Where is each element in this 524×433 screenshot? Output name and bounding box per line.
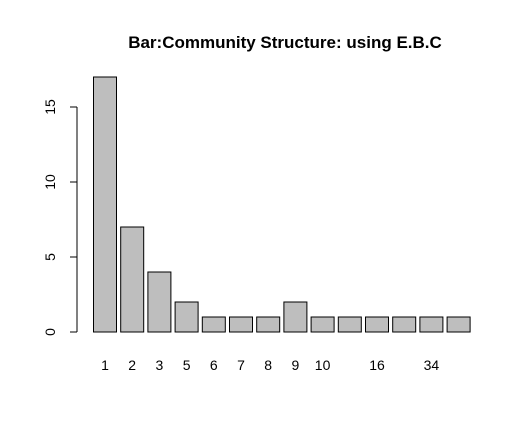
x-tick-label: 34: [424, 357, 440, 373]
x-tick-label: 10: [315, 357, 331, 373]
y-tick-label: 10: [42, 174, 58, 190]
bar: [174, 301, 199, 333]
bar: [310, 316, 335, 333]
y-tick-label: 5: [42, 253, 58, 261]
bar: [201, 316, 226, 333]
y-axis: 0 5 10 15: [42, 99, 78, 336]
x-tick-labels: 1 2 3 5 6 7 8 9 10 16 34: [101, 357, 439, 373]
x-tick-label: 2: [128, 357, 136, 373]
bar: [365, 316, 389, 333]
bar: [120, 226, 145, 333]
bar: [392, 316, 417, 333]
y-tick-label: 15: [42, 99, 58, 115]
x-tick-label: 7: [237, 357, 245, 373]
x-tick-label: 1: [101, 357, 109, 373]
bar: [147, 271, 172, 333]
x-tick-label: 3: [156, 357, 164, 373]
bar: [283, 301, 308, 333]
bars: [93, 76, 471, 333]
chart-title: Bar:Community Structure: using E.B.C: [128, 33, 442, 52]
x-tick-label: 16: [369, 357, 385, 373]
x-tick-label: 5: [183, 357, 191, 373]
bar: [446, 316, 471, 333]
bar: [93, 76, 117, 333]
bar: [256, 316, 281, 333]
x-tick-label: 8: [264, 357, 272, 373]
y-tick-label: 0: [42, 328, 58, 336]
x-tick-label: 9: [292, 357, 300, 373]
bar: [419, 316, 444, 333]
bar: [229, 316, 253, 333]
x-tick-label: 6: [210, 357, 218, 373]
bar: [337, 316, 362, 333]
